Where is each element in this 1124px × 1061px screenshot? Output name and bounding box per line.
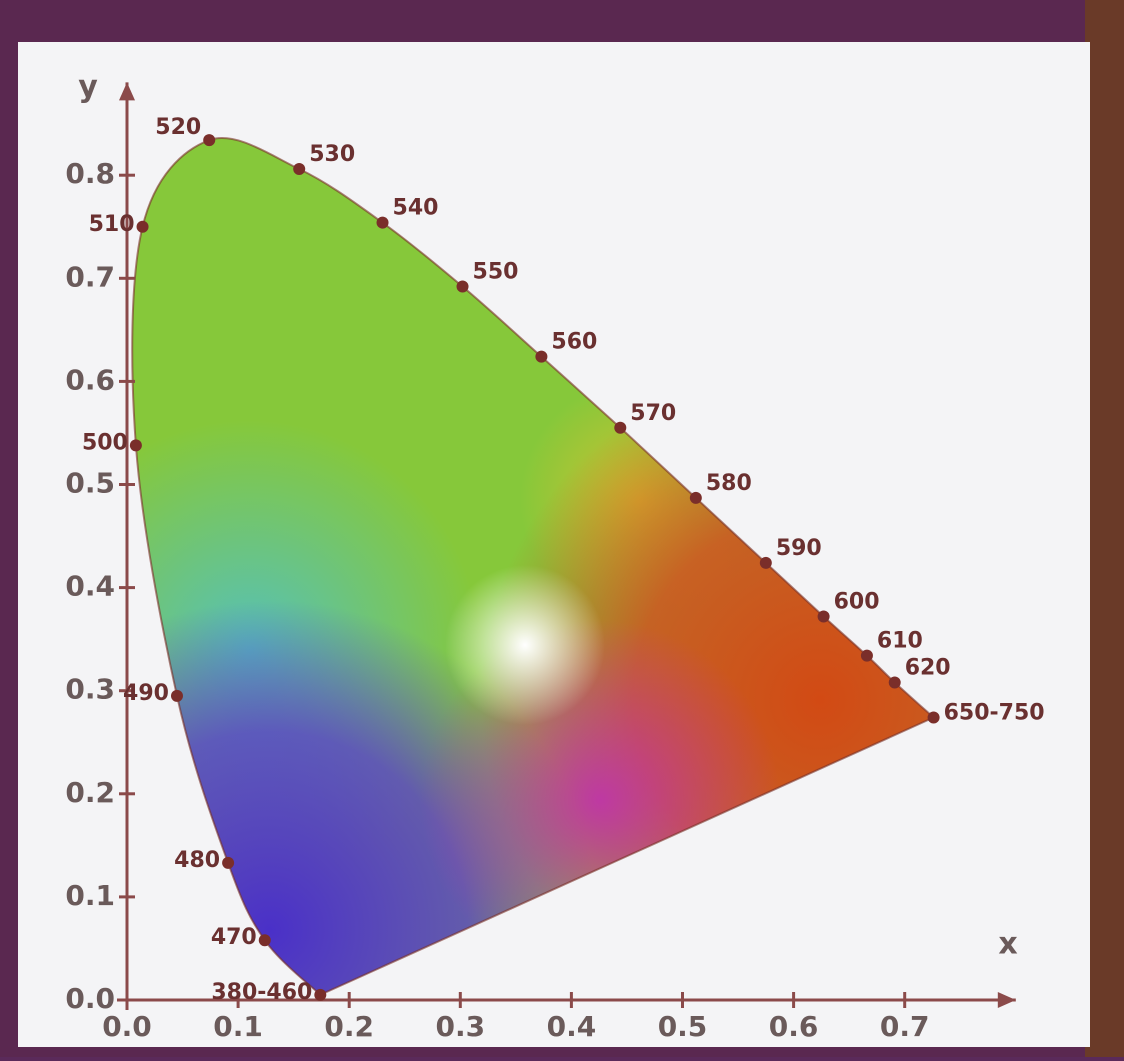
locus-point xyxy=(314,989,326,1001)
y-tick-label: 0.2 xyxy=(65,776,115,809)
y-tick-label: 0.3 xyxy=(65,673,115,706)
locus-point xyxy=(377,217,389,229)
x-tick-label: 0.4 xyxy=(547,1010,597,1043)
locus-point xyxy=(457,281,469,293)
wavelength-label: 480 xyxy=(174,848,220,873)
locus-point xyxy=(760,557,772,569)
locus-point xyxy=(818,610,830,622)
locus-point xyxy=(137,221,149,233)
wavelength-label: 550 xyxy=(473,260,519,285)
wavelength-label: 620 xyxy=(905,655,951,680)
y-tick-label: 0.7 xyxy=(65,260,115,293)
locus-point xyxy=(889,676,901,688)
x-tick-label: 0.1 xyxy=(213,1010,263,1043)
wavelength-label: 560 xyxy=(551,330,597,355)
locus-point xyxy=(259,934,271,946)
locus-point xyxy=(203,134,215,146)
wavelength-label: 570 xyxy=(630,401,676,426)
y-tick-label: 0.6 xyxy=(65,363,115,396)
wavelength-label: 590 xyxy=(776,536,822,561)
x-tick-label: 0.2 xyxy=(324,1010,374,1043)
wavelength-label: 490 xyxy=(123,681,169,706)
wavelength-label: 610 xyxy=(877,629,923,654)
wavelength-label: 380-460 xyxy=(211,980,312,1005)
backdrop-edge xyxy=(1085,0,1124,1057)
y-tick-label: 0.8 xyxy=(65,157,115,190)
locus-point xyxy=(535,351,547,363)
x-tick-label: 0.6 xyxy=(769,1010,819,1043)
page: {"chart_data": { "type": "scatter", "x_l… xyxy=(0,0,1124,1057)
locus-point xyxy=(222,857,234,869)
chart: y x 0.00.10.20.30.40.50.60.70.00.10.20.3… xyxy=(0,0,1124,1057)
y-axis-title: y xyxy=(78,70,98,105)
wavelength-label: 500 xyxy=(82,430,128,455)
locus-point xyxy=(130,439,142,451)
x-tick-label: 0.7 xyxy=(880,1010,930,1043)
locus-point xyxy=(293,163,305,175)
locus-point xyxy=(861,650,873,662)
wavelength-label: 520 xyxy=(155,115,201,140)
wavelength-label: 530 xyxy=(309,142,355,167)
x-tick-label: 0.3 xyxy=(435,1010,485,1043)
wavelength-label: 470 xyxy=(211,925,257,950)
y-tick-label: 0.0 xyxy=(65,982,115,1015)
y-tick-label: 0.1 xyxy=(65,879,115,912)
wavelength-label: 650-750 xyxy=(944,701,1045,726)
y-tick-label: 0.5 xyxy=(65,467,115,500)
locus-point xyxy=(171,690,183,702)
x-axis-title: x xyxy=(998,927,1017,962)
y-tick-label: 0.4 xyxy=(65,570,115,603)
wavelength-label: 540 xyxy=(393,196,439,221)
locus-point xyxy=(928,712,940,724)
wavelength-label: 510 xyxy=(89,212,135,237)
x-tick-label: 0.5 xyxy=(658,1010,708,1043)
wavelength-label: 600 xyxy=(834,589,880,614)
wavelength-label: 580 xyxy=(706,471,752,496)
locus-point xyxy=(690,492,702,504)
locus-point xyxy=(614,422,626,434)
